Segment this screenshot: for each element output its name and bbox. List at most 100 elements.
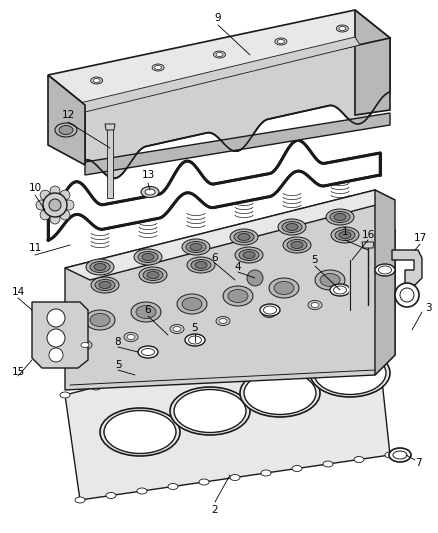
Ellipse shape bbox=[145, 189, 155, 195]
Ellipse shape bbox=[95, 279, 115, 290]
Ellipse shape bbox=[330, 284, 350, 296]
Polygon shape bbox=[48, 140, 380, 240]
Ellipse shape bbox=[216, 317, 230, 326]
Ellipse shape bbox=[186, 241, 206, 253]
Ellipse shape bbox=[131, 302, 161, 322]
Polygon shape bbox=[32, 302, 88, 368]
Ellipse shape bbox=[170, 387, 250, 435]
Ellipse shape bbox=[184, 360, 194, 366]
Text: 9: 9 bbox=[215, 13, 221, 23]
Text: 17: 17 bbox=[413, 233, 427, 243]
Ellipse shape bbox=[216, 52, 223, 56]
Ellipse shape bbox=[91, 277, 119, 293]
Ellipse shape bbox=[311, 303, 319, 308]
Ellipse shape bbox=[94, 263, 106, 271]
Polygon shape bbox=[107, 128, 113, 198]
Ellipse shape bbox=[228, 289, 248, 303]
Polygon shape bbox=[355, 10, 390, 115]
Polygon shape bbox=[80, 37, 360, 112]
Text: 16: 16 bbox=[361, 230, 374, 240]
Ellipse shape bbox=[378, 266, 392, 274]
Ellipse shape bbox=[219, 319, 227, 324]
Polygon shape bbox=[85, 113, 390, 175]
Ellipse shape bbox=[170, 325, 184, 334]
Ellipse shape bbox=[199, 479, 209, 485]
Ellipse shape bbox=[323, 461, 333, 467]
Ellipse shape bbox=[139, 267, 167, 283]
Ellipse shape bbox=[91, 77, 102, 84]
Ellipse shape bbox=[155, 66, 162, 69]
Ellipse shape bbox=[269, 278, 299, 298]
Text: 5: 5 bbox=[312, 255, 318, 265]
Ellipse shape bbox=[182, 297, 202, 311]
Circle shape bbox=[400, 288, 414, 302]
Polygon shape bbox=[48, 10, 390, 105]
Circle shape bbox=[47, 309, 65, 327]
Ellipse shape bbox=[230, 474, 240, 481]
Ellipse shape bbox=[81, 343, 89, 348]
Ellipse shape bbox=[93, 78, 100, 83]
Ellipse shape bbox=[141, 187, 159, 198]
Ellipse shape bbox=[261, 470, 271, 476]
Ellipse shape bbox=[274, 281, 294, 295]
Ellipse shape bbox=[55, 123, 77, 137]
Ellipse shape bbox=[191, 260, 211, 271]
Ellipse shape bbox=[86, 259, 114, 275]
Circle shape bbox=[60, 210, 70, 220]
Ellipse shape bbox=[243, 252, 255, 259]
Text: 5: 5 bbox=[192, 323, 198, 333]
Ellipse shape bbox=[333, 286, 346, 294]
Ellipse shape bbox=[278, 219, 306, 235]
Text: 2: 2 bbox=[212, 505, 218, 515]
Ellipse shape bbox=[315, 270, 345, 290]
Ellipse shape bbox=[262, 309, 276, 318]
Ellipse shape bbox=[124, 333, 138, 342]
Polygon shape bbox=[65, 315, 390, 500]
Polygon shape bbox=[392, 250, 422, 285]
Ellipse shape bbox=[195, 262, 207, 269]
Ellipse shape bbox=[335, 230, 355, 240]
Ellipse shape bbox=[339, 231, 351, 238]
Ellipse shape bbox=[326, 209, 354, 225]
Ellipse shape bbox=[185, 334, 205, 346]
Text: 13: 13 bbox=[141, 170, 155, 180]
Text: 4: 4 bbox=[235, 262, 241, 272]
Ellipse shape bbox=[286, 223, 298, 230]
Ellipse shape bbox=[283, 237, 311, 253]
Circle shape bbox=[40, 210, 50, 220]
Ellipse shape bbox=[60, 392, 70, 398]
Ellipse shape bbox=[339, 320, 349, 326]
Ellipse shape bbox=[334, 214, 346, 221]
Polygon shape bbox=[375, 190, 395, 375]
Ellipse shape bbox=[99, 281, 111, 288]
Ellipse shape bbox=[190, 244, 202, 251]
Ellipse shape bbox=[308, 328, 318, 334]
Ellipse shape bbox=[100, 408, 180, 456]
Ellipse shape bbox=[78, 341, 92, 350]
Text: 6: 6 bbox=[212, 253, 218, 263]
Ellipse shape bbox=[141, 349, 155, 356]
Ellipse shape bbox=[136, 305, 156, 319]
Circle shape bbox=[49, 348, 63, 362]
Ellipse shape bbox=[308, 301, 322, 310]
Ellipse shape bbox=[85, 310, 115, 330]
Text: 7: 7 bbox=[415, 458, 421, 468]
Ellipse shape bbox=[153, 368, 163, 374]
Ellipse shape bbox=[275, 38, 287, 45]
Text: 15: 15 bbox=[11, 367, 25, 377]
Ellipse shape bbox=[330, 212, 350, 222]
Ellipse shape bbox=[291, 241, 303, 248]
Circle shape bbox=[43, 193, 67, 217]
Polygon shape bbox=[65, 190, 395, 280]
Ellipse shape bbox=[104, 410, 176, 454]
Ellipse shape bbox=[331, 227, 359, 243]
Ellipse shape bbox=[238, 233, 250, 240]
Circle shape bbox=[247, 270, 263, 286]
Ellipse shape bbox=[134, 249, 162, 265]
Ellipse shape bbox=[385, 452, 395, 458]
Ellipse shape bbox=[339, 27, 346, 30]
Circle shape bbox=[395, 283, 419, 307]
Ellipse shape bbox=[277, 336, 287, 342]
Ellipse shape bbox=[239, 249, 259, 261]
Circle shape bbox=[50, 186, 60, 196]
